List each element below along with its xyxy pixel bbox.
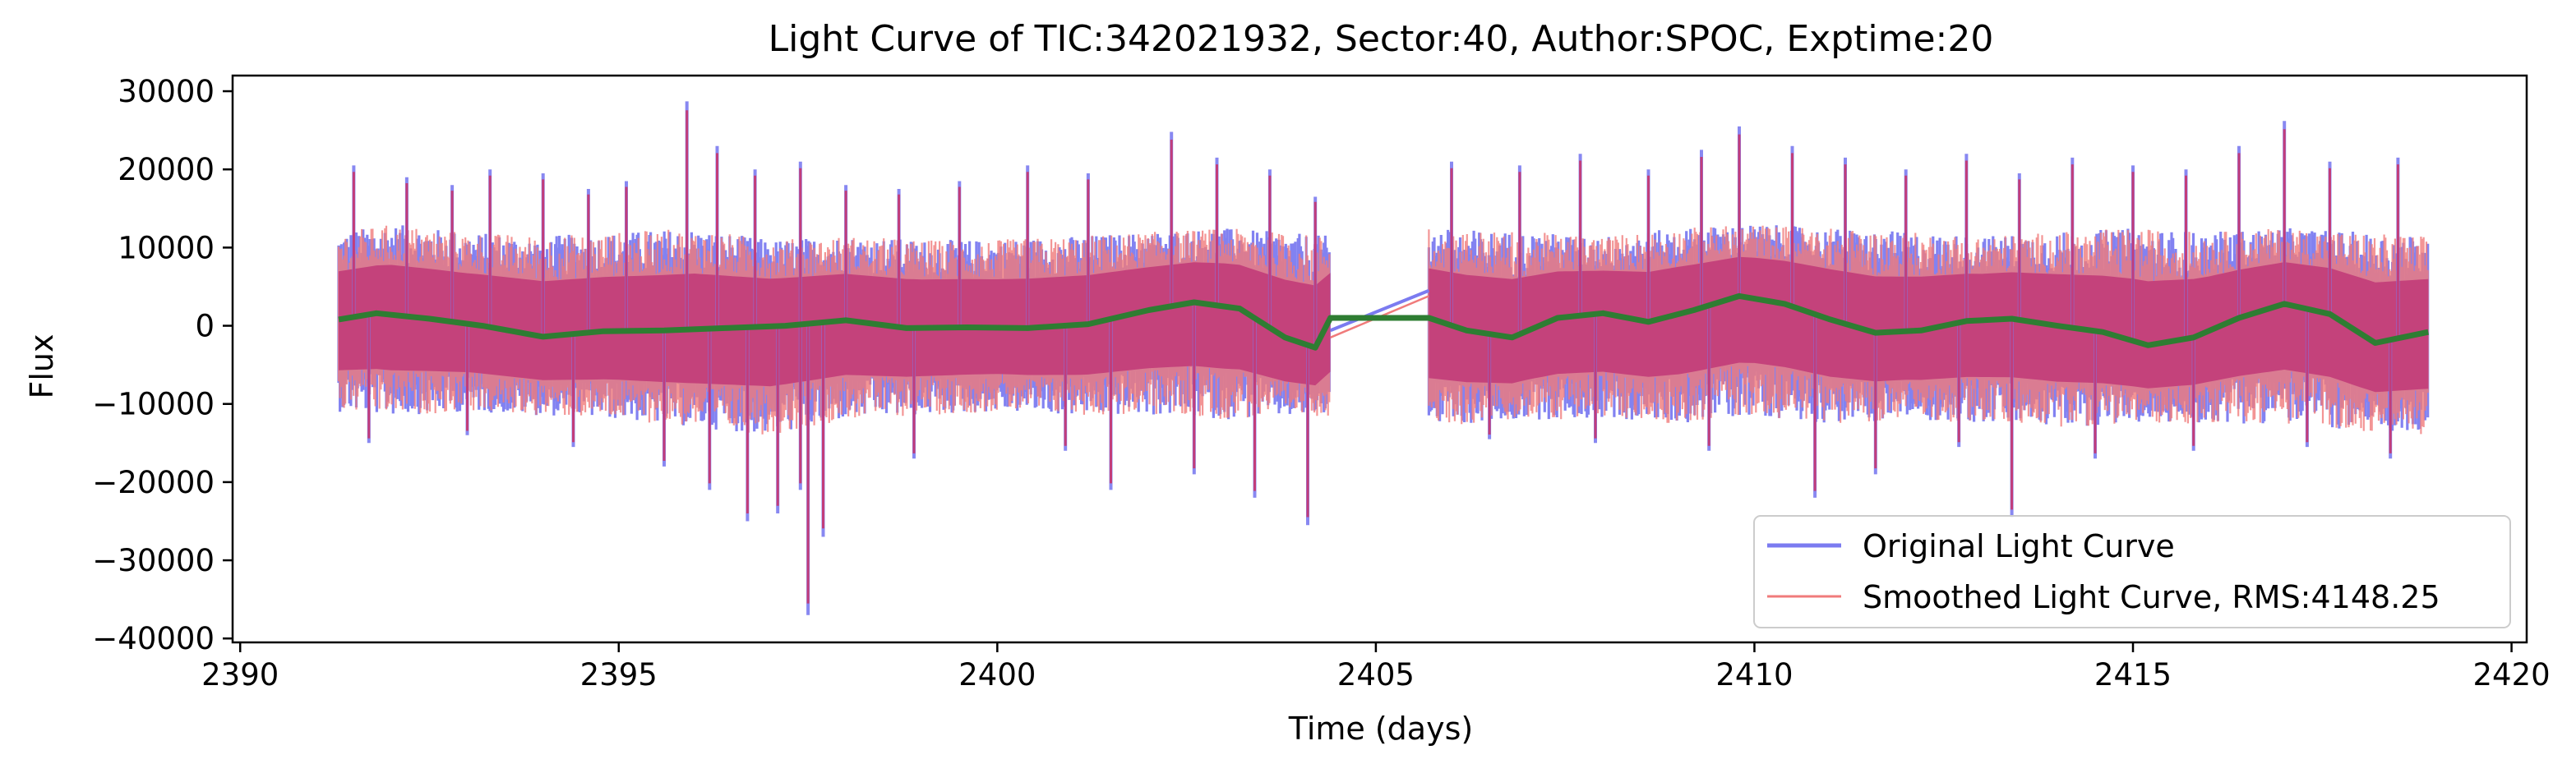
x-axis-label: Time (days) <box>1288 711 1473 747</box>
y-tick-label: −40000 <box>92 621 215 656</box>
x-tick-label: 2420 <box>2472 657 2550 692</box>
legend-label-original: Original Light Curve <box>1863 528 2175 564</box>
trend-line <box>338 292 2430 351</box>
y-axis: 30000 20000 10000 0 −10000 −20000 −30000 −40000 <box>92 74 233 656</box>
x-tick-label: 2395 <box>580 657 658 692</box>
plot-area <box>231 74 2528 644</box>
y-tick-label: 10000 <box>118 230 215 265</box>
x-tick-label: 2410 <box>1715 657 1793 692</box>
y-tick-label: 30000 <box>118 74 215 109</box>
legend-box <box>1753 515 2511 628</box>
overlap-fill-segment-2 <box>1429 256 2429 393</box>
y-tick-label: −30000 <box>92 543 215 578</box>
plot-frame <box>231 74 2528 644</box>
x-axis: 2390 2395 2400 2405 2410 2415 2420 <box>201 642 2551 692</box>
y-tick-label: −10000 <box>92 387 215 422</box>
y-tick-label: 20000 <box>118 152 215 187</box>
legend: Original Light Curve Smoothed Light Curv… <box>1753 515 2511 628</box>
x-tick-label: 2405 <box>1337 657 1415 692</box>
x-tick-label: 2390 <box>201 657 279 692</box>
gap-line-original <box>1329 288 1430 333</box>
y-tick-label: −20000 <box>92 465 215 500</box>
legend-label-smoothed: Smoothed Light Curve, RMS:4148.25 <box>1863 579 2440 615</box>
chart-title: Light Curve of TIC:342021932, Sector:40,… <box>769 18 1994 60</box>
y-axis-label: Flux <box>24 334 60 399</box>
overlap-fill-segment-1 <box>339 262 1331 387</box>
x-tick-label: 2415 <box>2094 657 2172 692</box>
x-tick-label: 2400 <box>958 657 1036 692</box>
y-tick-label: 0 <box>195 309 215 344</box>
